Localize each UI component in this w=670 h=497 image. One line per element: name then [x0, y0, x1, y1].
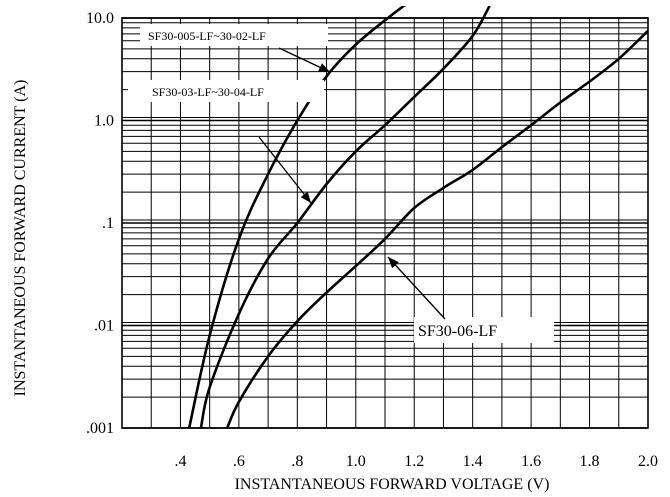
tick-labels: .4 .6 .8 1.0 1.2 1.4 1.6 1.8 2.0 .001 .01 .1 1.0 10.0 [86, 10, 658, 470]
callout-label-background [414, 317, 554, 343]
series-label-1: SF30-005-LF~30-02-LF [148, 29, 266, 43]
x-tick-label: .4 [174, 453, 186, 470]
curves [187, 6, 648, 428]
callout-1: SF30-005-LF~30-02-LF [140, 24, 331, 73]
series-label-2: SF30-03-LF~30-04-LF [152, 85, 264, 99]
plot-frame [121, 17, 649, 429]
callouts: SF30-005-LF~30-02-LF SF30-03-LF~30-04-LF S… [128, 24, 554, 343]
plot-border [121, 17, 649, 429]
callout-label-background [128, 80, 324, 102]
series-line-1 [187, 6, 406, 428]
callout-arrow-line [258, 136, 312, 204]
series-line-3 [226, 29, 648, 428]
grid [122, 17, 648, 429]
series-label-3: SF30-06-LF [418, 323, 497, 340]
y-tick-label: .1 [102, 215, 114, 232]
x-tick-label: .8 [291, 453, 303, 470]
x-tick-label: 1.4 [463, 453, 483, 470]
callout-arrowhead [318, 63, 330, 72]
x-tick-label: 1.2 [404, 453, 424, 470]
y-tick-label: .001 [86, 420, 114, 437]
callout-arrow-line [387, 256, 446, 320]
x-tick-label: 1.6 [521, 453, 541, 470]
x-tick-label: 1.8 [580, 453, 600, 470]
x-axis-title: INSTANTANEOUS FORWARD VOLTAGE (V) [235, 476, 550, 493]
callout-arrowhead [300, 191, 311, 203]
y-tick-label: 10.0 [86, 10, 114, 27]
y-tick-label: .01 [94, 318, 114, 335]
callout-label-background [140, 24, 328, 46]
y-axis-title: INSTANTANEOUS FORWARD CURRENT (A) [12, 80, 29, 397]
callout-arrowhead [388, 257, 399, 269]
x-tick-label: 2.0 [638, 453, 658, 470]
callout-3: SF30-06-LF [387, 256, 554, 343]
x-tick-label: 1.0 [346, 453, 366, 470]
callout-2: SF30-03-LF~30-04-LF [128, 80, 324, 204]
y-tick-label: 1.0 [94, 113, 114, 130]
series-line-2 [199, 6, 491, 428]
x-tick-label: .6 [233, 453, 245, 470]
